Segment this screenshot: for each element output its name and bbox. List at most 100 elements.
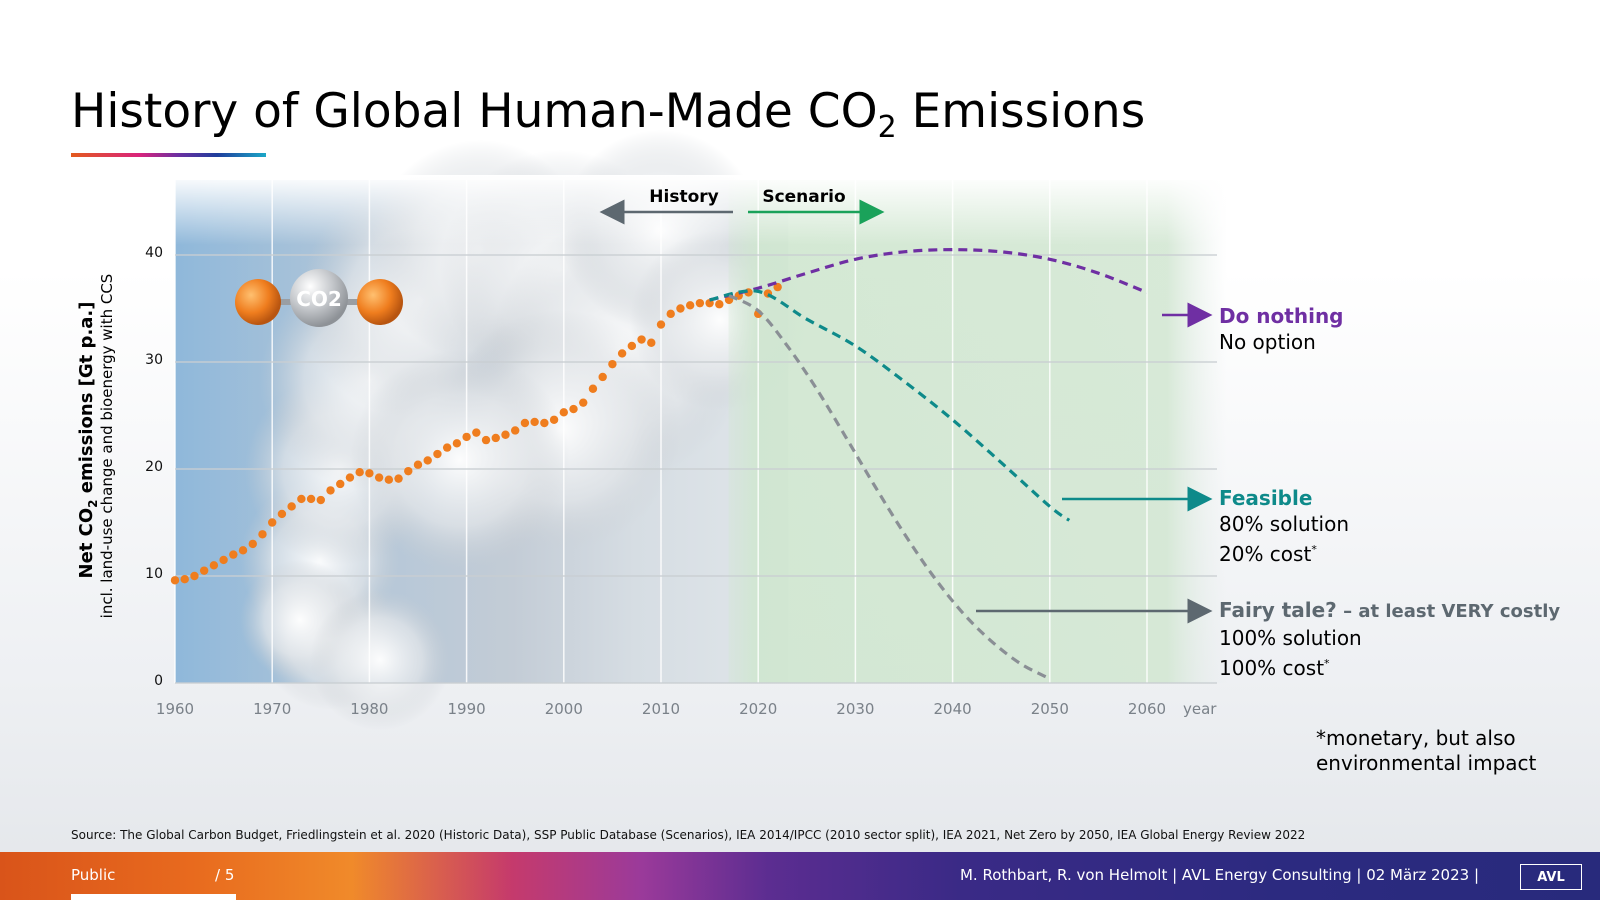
history-point	[365, 469, 374, 478]
classification-label: Public	[71, 866, 116, 884]
history-point	[637, 335, 646, 344]
legend-do-nothing: Do nothing No option	[1219, 303, 1344, 355]
history-point	[336, 479, 345, 489]
history-point	[520, 418, 530, 428]
history-point	[190, 571, 199, 581]
history-point	[258, 530, 267, 539]
history-point	[773, 282, 782, 292]
history-point	[705, 298, 714, 308]
history-point	[433, 449, 442, 459]
history-point	[384, 475, 394, 484]
x-tick-label: 1970	[253, 700, 292, 718]
history-point	[530, 417, 539, 427]
history-point	[715, 300, 724, 309]
legend-feasible: Feasible 80% solution 20% cost*	[1219, 485, 1349, 567]
avl-logo: AVL	[1520, 864, 1582, 890]
history-point	[598, 372, 607, 382]
x-tick-label: 2040	[933, 700, 972, 718]
scenario-background	[728, 180, 1227, 683]
history-point	[355, 468, 364, 477]
footer-credits: M. Rothbart, R. von Helmolt | AVL Energy…	[959, 866, 1479, 884]
history-point	[763, 289, 773, 298]
history-point	[617, 349, 627, 358]
footer-white-bar	[71, 894, 236, 900]
history-point	[394, 474, 403, 483]
source-note: Source: The Global Carbon Budget, Friedl…	[71, 828, 1306, 842]
y-tick-label: 10	[145, 566, 163, 582]
x-axis-unit: year	[1183, 700, 1217, 718]
series-line-feasible	[709, 289, 1071, 522]
history-point	[685, 301, 695, 310]
x-tick-label: 2020	[739, 700, 778, 718]
sky-background	[175, 180, 789, 683]
history-point	[734, 291, 743, 300]
legend-feasible-title: Feasible	[1219, 486, 1313, 510]
legend-do-nothing-line: No option	[1219, 330, 1316, 354]
smoke-puff	[245, 375, 435, 565]
smoke-puff	[240, 480, 400, 640]
page-number: / 5	[215, 866, 235, 884]
smoke-puff	[440, 310, 680, 550]
history-point	[588, 384, 598, 393]
smoke-puff	[300, 180, 540, 420]
history-point	[656, 320, 666, 329]
history-point	[219, 555, 228, 565]
history-point	[442, 443, 452, 452]
footnote: *monetary, but also environmental impact	[1316, 726, 1537, 775]
history-point	[569, 404, 578, 414]
history-point	[268, 518, 277, 527]
title-accent-bar	[71, 153, 266, 157]
history-point	[209, 561, 219, 570]
history-point	[754, 309, 763, 319]
history-point	[413, 460, 423, 469]
y-tick-label: 20	[145, 459, 163, 475]
history-point	[462, 432, 471, 442]
x-tick-label: 2030	[836, 700, 875, 718]
history-point	[627, 341, 637, 351]
page-title: History of Global Human-Made CO2 Emissio…	[71, 84, 1146, 145]
history-point	[423, 456, 432, 465]
x-tick-label: 2000	[544, 700, 583, 718]
legend-fairy-line1: 100% solution	[1219, 626, 1362, 650]
history-point	[559, 408, 568, 417]
legend-fairy-tale: Fairy tale? – at least VERY costly 100% …	[1219, 597, 1560, 681]
y-tick-label: 0	[154, 673, 163, 689]
smoke-puff	[440, 150, 680, 390]
history-point	[326, 486, 335, 495]
legend-do-nothing-title: Do nothing	[1219, 304, 1344, 328]
oxygen-atom-right	[357, 279, 403, 325]
history-point	[608, 359, 617, 369]
history-point	[374, 473, 384, 482]
smoke-puff	[350, 350, 570, 570]
smoke-puff	[260, 270, 480, 490]
history-point	[306, 494, 316, 504]
series-line-do-nothing	[709, 248, 1148, 302]
molecule-label: CO2	[296, 287, 342, 311]
x-tick-label: 1960	[155, 700, 195, 718]
smoke-puff	[490, 220, 750, 480]
history-point	[238, 546, 248, 555]
history-point	[540, 418, 549, 428]
history-point	[472, 428, 481, 437]
history-label: History	[649, 187, 718, 207]
history-point	[287, 502, 296, 511]
x-tick-label: 2010	[641, 700, 681, 718]
history-point	[491, 433, 500, 443]
history-point	[511, 426, 520, 435]
x-tick-label: 1980	[350, 700, 389, 718]
legend-feasible-line1: 80% solution	[1219, 512, 1350, 536]
history-point	[501, 430, 510, 439]
history-point	[481, 435, 491, 445]
scenario-label: Scenario	[762, 187, 845, 207]
smoke-puff	[370, 140, 590, 360]
history-point	[248, 539, 257, 549]
history-point	[277, 509, 287, 519]
x-tick-label: 2060	[1127, 700, 1167, 718]
history-point	[549, 415, 559, 424]
x-tick-label: 2050	[1030, 700, 1069, 718]
history-point	[199, 566, 209, 575]
history-point	[170, 576, 180, 585]
history-point	[724, 295, 734, 305]
history-point	[297, 494, 306, 504]
legend-fairy-line2: 100% cost*	[1219, 656, 1330, 680]
